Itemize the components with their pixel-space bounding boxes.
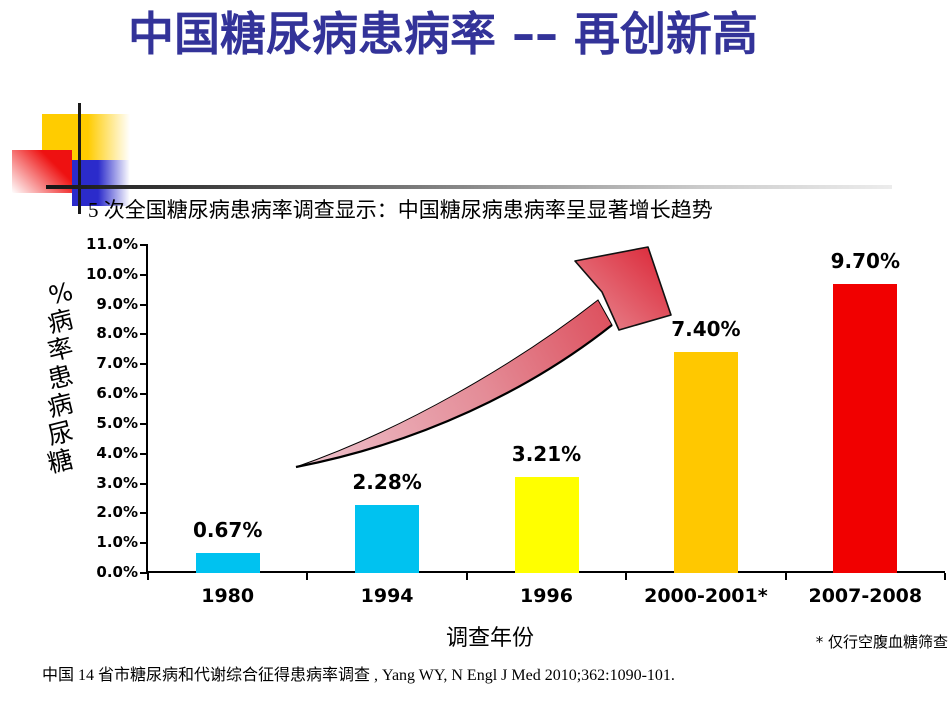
y-tick-label: 10.0% [85, 264, 138, 283]
slide-title: 中国糖尿病患病率 –– 再创新高 [128, 7, 759, 61]
y-tick-mark [140, 512, 147, 515]
y-tick-mark [140, 393, 147, 396]
slide-subtitle: 5 次全国糖尿病患病率调查显示：中国糖尿病患病率呈显著增长趋势 [88, 198, 713, 222]
y-tick-label: 11.0% [85, 235, 138, 253]
y-tick-mark [140, 273, 147, 276]
bar-value-label: 0.67% [192, 518, 263, 543]
y-tick-mark [140, 482, 147, 485]
y-tick-label: 5.0% [96, 413, 138, 432]
x-tick-mark [944, 573, 946, 580]
x-category-label: 2000-2001* [644, 585, 768, 607]
y-tick-label: 7.0% [96, 354, 138, 373]
y-axis-line [146, 244, 148, 574]
y-tick-label: 1.0% [96, 533, 138, 552]
chart-footnote: * 仅行空腹血糖筛查 [815, 633, 948, 651]
x-tick-mark [306, 573, 309, 580]
x-category-label: 1994 [360, 585, 414, 607]
y-tick-mark [140, 452, 147, 455]
y-tick-mark [140, 422, 147, 425]
bar-value-label: 2.28% [352, 470, 422, 494]
decor-blue-square [72, 160, 130, 206]
y-tick-label: 4.0% [96, 443, 138, 462]
y-tick-label: 9.0% [96, 294, 138, 313]
y-tick-mark [140, 303, 147, 306]
y-tick-label: 8.0% [96, 324, 138, 343]
y-tick-mark [140, 333, 147, 336]
x-category-label: 1980 [201, 585, 255, 607]
x-tick-mark [625, 573, 628, 580]
y-tick-label: 6.0% [96, 384, 138, 403]
bar-2007-2008 [833, 283, 898, 573]
x-category-label: 1996 [520, 585, 573, 607]
y-tick-label: 3.0% [96, 473, 138, 492]
bar-value-label: 7.40% [671, 317, 741, 342]
bar-1980 [195, 553, 260, 573]
trend-arrow [295, 246, 672, 469]
decor-vertical-line [78, 103, 81, 214]
bar-1996 [514, 477, 579, 573]
source-citation: 中国 14 省市糖尿病和代谢综合征得患病率调查 , Yang WY, N Eng… [42, 667, 675, 684]
bar-value-label: 9.70% [830, 248, 900, 273]
y-tick-mark [140, 572, 147, 574]
y-tick-label: 2.0% [96, 503, 138, 522]
x-category-label: 2007-2008 [808, 585, 923, 607]
x-tick-mark [147, 573, 149, 580]
x-axis-title: 调查年份 [445, 626, 534, 651]
bar-2000-2001* [673, 352, 738, 573]
title-separator-line [46, 185, 892, 189]
y-tick-label: 0.0% [96, 563, 138, 581]
bar-value-label: 3.21% [511, 442, 582, 467]
x-tick-mark [465, 573, 468, 580]
x-tick-mark [784, 573, 787, 580]
y-tick-mark [140, 542, 147, 545]
y-tick-mark [140, 363, 147, 366]
bar-1994 [355, 505, 420, 573]
y-tick-mark [140, 244, 147, 246]
